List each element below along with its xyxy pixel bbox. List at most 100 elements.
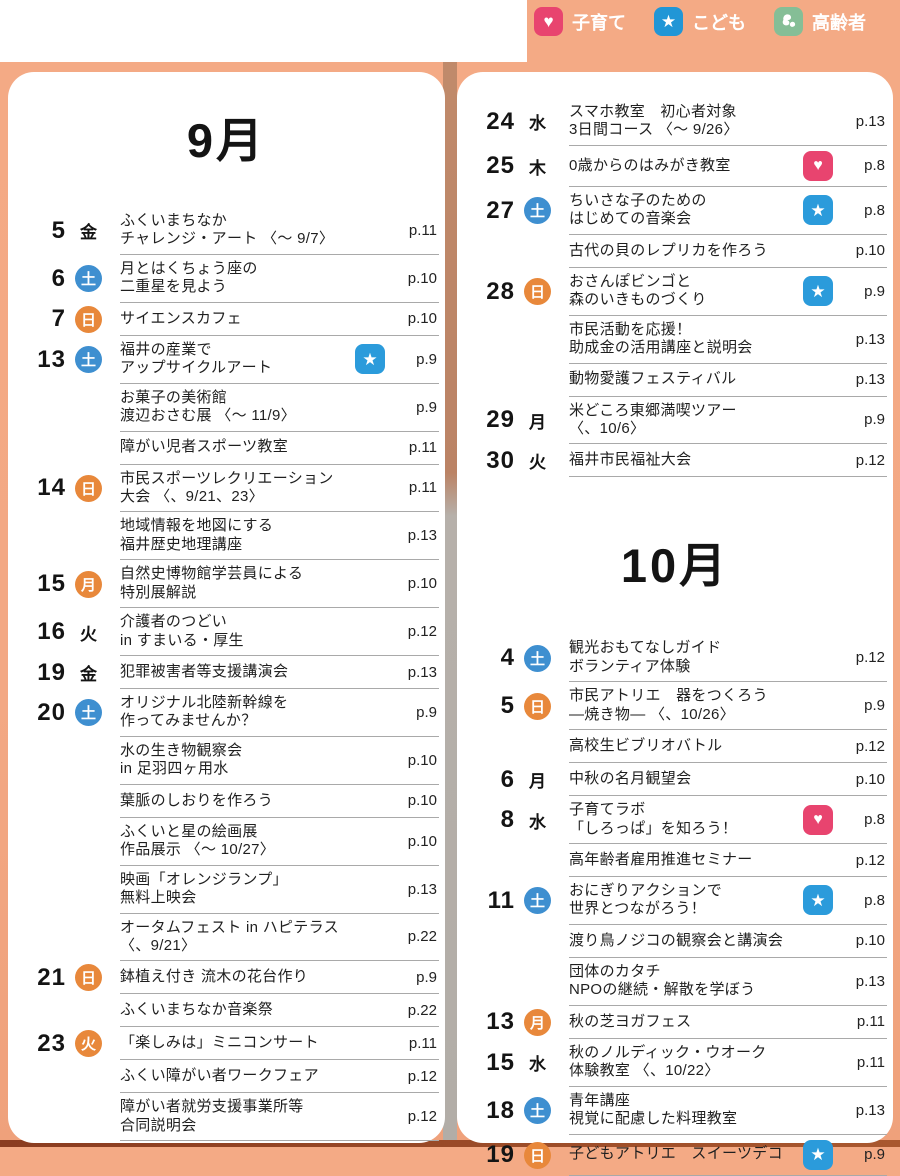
event-day-of-week xyxy=(524,733,551,760)
event-date-cell xyxy=(467,844,569,877)
event-page-ref: p.10 xyxy=(855,242,885,260)
event-day-of-week: 火 xyxy=(75,1030,102,1058)
event-main: ちいさな子のための はじめての音楽会 ★ p.8 xyxy=(569,187,887,235)
event-row: 28 日 おさんぽビンゴと 森のいきものづくり ★ p.9 xyxy=(467,268,887,316)
event-date: 11 xyxy=(487,886,515,914)
event-title: スマホ教室 初心者対象 3日間コース 〈～ 9/26〉 xyxy=(569,103,739,139)
event-title: 市民活動を応援！ 助成金の活用講座と説明会 xyxy=(569,320,753,357)
event-date: 5 xyxy=(500,692,515,720)
event-row: オータムフェスト in ハピテラス 〈、9/21〉 p.22 xyxy=(18,914,439,962)
event-page-ref: p.13 xyxy=(855,371,885,388)
event-main: 葉脈のしおりを作ろう p.10 xyxy=(120,785,439,818)
event-date-cell: 16 火 xyxy=(18,608,120,656)
event-date-cell xyxy=(18,818,120,866)
event-date-cell xyxy=(467,316,569,364)
event-title: ふくいと星の絵画展 作品展示 〈～ 10/27〉 xyxy=(120,822,276,859)
event-date-cell: 13 月 xyxy=(467,1006,569,1039)
event-title: お菓子の美術館 渡辺おさむ展 〈～ 11/9〉 xyxy=(120,388,296,425)
event-date-cell: 20 土 xyxy=(18,689,120,737)
event-main: 映画「オレンジランプ」 無料上映会 p.13 xyxy=(120,866,439,914)
event-day-of-week: 金 xyxy=(80,223,97,243)
event-title: 子どもアトリエ スイーツデコ xyxy=(569,1145,783,1163)
event-title: 「楽しみは」ミニコンサート xyxy=(120,1034,319,1052)
event-page-ref: p.12 xyxy=(407,1067,437,1085)
event-page-ref: p.11 xyxy=(856,1053,885,1071)
event-page-ref: p.9 xyxy=(864,697,885,715)
event-day-of-week xyxy=(524,326,551,353)
event-page-ref: p.11 xyxy=(408,439,437,456)
event-row: 13 月 秋の芝ヨガフェス p.11 xyxy=(467,1006,887,1039)
event-date-cell: 21 日 xyxy=(18,961,120,994)
event-date: 14 xyxy=(37,474,66,502)
event-main: 市民アトリエ 器をつくろう ―焼き物― 〈、10/26〉 p.9 xyxy=(569,682,887,731)
event-day-of-week xyxy=(75,1063,102,1090)
event-date: 5 xyxy=(51,216,66,244)
event-title: 月とはくちょう座の 二重星を見よう xyxy=(120,259,258,296)
event-main: 障がい者就労支援事業所等 合同説明会 p.12 xyxy=(120,1093,439,1142)
event-row: 団体のカタチ NPOの継続・解散を学ぼう p.13 xyxy=(467,958,887,1006)
event-date: 13 xyxy=(37,345,66,373)
heart-icon: ♥ xyxy=(534,7,563,36)
event-day-of-week xyxy=(75,1104,102,1131)
header-white-area xyxy=(0,0,527,62)
event-date-cell: 23 火 xyxy=(18,1027,120,1060)
event-page-ref: p.12 xyxy=(855,649,885,667)
event-main: オータムフェスト in ハピテラス 〈、9/21〉 p.22 xyxy=(120,914,439,962)
event-date-cell: 6 土 xyxy=(18,255,120,303)
event-page-ref: p.11 xyxy=(408,1034,437,1052)
event-title: 水の生き物観察会 in 足羽四ヶ用水 xyxy=(120,741,243,778)
event-row: 19 日 子どもアトリエ スイーツデコ ★ p.9 xyxy=(467,1135,887,1176)
event-day-of-week xyxy=(75,924,102,951)
event-row: 5 日 市民アトリエ 器をつくろう ―焼き物― 〈、10/26〉 p.9 xyxy=(467,682,887,731)
event-page-ref: p.13 xyxy=(855,1101,885,1119)
event-title: 犯罪被害者等支援講演会 xyxy=(120,662,289,680)
event-day-of-week: 土 xyxy=(524,644,551,672)
event-main: 高年齢者雇用推進セミナー p.12 xyxy=(569,844,887,877)
event-main: 月とはくちょう座の 二重星を見よう p.10 xyxy=(120,255,439,303)
event-day-of-week: 土 xyxy=(524,197,551,225)
event-main: 子育てラボ 「しろっぱ」を知ろう！ ♥ p.8 xyxy=(569,796,887,844)
event-day-of-week: 日 xyxy=(75,964,102,992)
event-day-of-week: 土 xyxy=(524,887,551,915)
october-events: 4 土 観光おもてなしガイド ボランティア体験 p.12 5 日 市民アトリエ … xyxy=(457,634,893,1176)
event-date-cell: 27 土 xyxy=(467,187,569,235)
event-main: 0歳からのはみがき教室 ♥ p.8 xyxy=(569,146,887,187)
event-date: 19 xyxy=(486,1141,515,1168)
category-legend: ♥ 子育て ★ こども 高齢者 xyxy=(534,7,866,36)
event-title: 市民アトリエ 器をつくろう ―焼き物― 〈、10/26〉 xyxy=(569,687,768,723)
event-day-of-week xyxy=(75,747,102,774)
event-category-icon: ★ xyxy=(803,885,833,916)
event-row: お菓子の美術館 渡辺おさむ展 〈～ 11/9〉 p.9 xyxy=(18,384,439,432)
event-page-ref: p.22 xyxy=(407,1001,437,1019)
event-day-of-week xyxy=(524,847,551,874)
legend-label: 子育て xyxy=(572,12,626,33)
event-main: 古代の貝のレプリカを作ろう p.10 xyxy=(569,235,887,268)
event-title: 鉢植え付き 流木の花台作り xyxy=(120,968,309,986)
event-row: 高校生ビブリオバトル p.12 xyxy=(467,730,887,764)
event-main: 米どころ東郷満喫ツアー 〈、10/6〉 p.9 xyxy=(569,397,887,445)
event-day-of-week: 月 xyxy=(75,570,102,598)
event-date: 30 xyxy=(486,446,515,474)
event-row: 4 土 観光おもてなしガイド ボランティア体験 p.12 xyxy=(467,634,887,683)
event-row: 古代の貝のレプリカを作ろう p.10 xyxy=(467,235,887,268)
event-title: 青年講座 視覚に配慮した料理教室 xyxy=(569,1091,738,1128)
event-main: 自然史博物館学芸員による 特別展解説 p.10 xyxy=(120,560,439,609)
september-title: 9月 xyxy=(186,114,267,167)
event-row: 11 土 おにぎりアクションで 世界とつながろう！ ★ p.8 xyxy=(467,877,887,925)
event-main: 青年講座 視覚に配慮した料理教室 p.13 xyxy=(569,1087,887,1135)
event-page-ref: p.13 xyxy=(407,663,437,681)
event-title: 0歳からのはみがき教室 xyxy=(569,156,731,174)
event-date: 15 xyxy=(37,570,66,598)
event-day-of-week: 日 xyxy=(524,692,551,720)
event-row: 障がい児者スポーツ教室 p.11 xyxy=(18,432,439,465)
event-date-cell: 19 日 xyxy=(467,1135,569,1176)
event-page-ref: p.13 xyxy=(855,330,885,348)
event-date-cell: 13 土 xyxy=(18,336,120,384)
event-page-ref: p.13 xyxy=(407,527,437,545)
event-date-cell: 7 日 xyxy=(18,303,120,336)
event-date-cell xyxy=(467,235,569,268)
event-main: 秋の芝ヨガフェス p.11 xyxy=(569,1006,887,1039)
star-icon: ★ xyxy=(654,7,683,36)
event-page-ref: p.11 xyxy=(408,221,437,239)
event-page-ref: p.10 xyxy=(855,770,885,788)
